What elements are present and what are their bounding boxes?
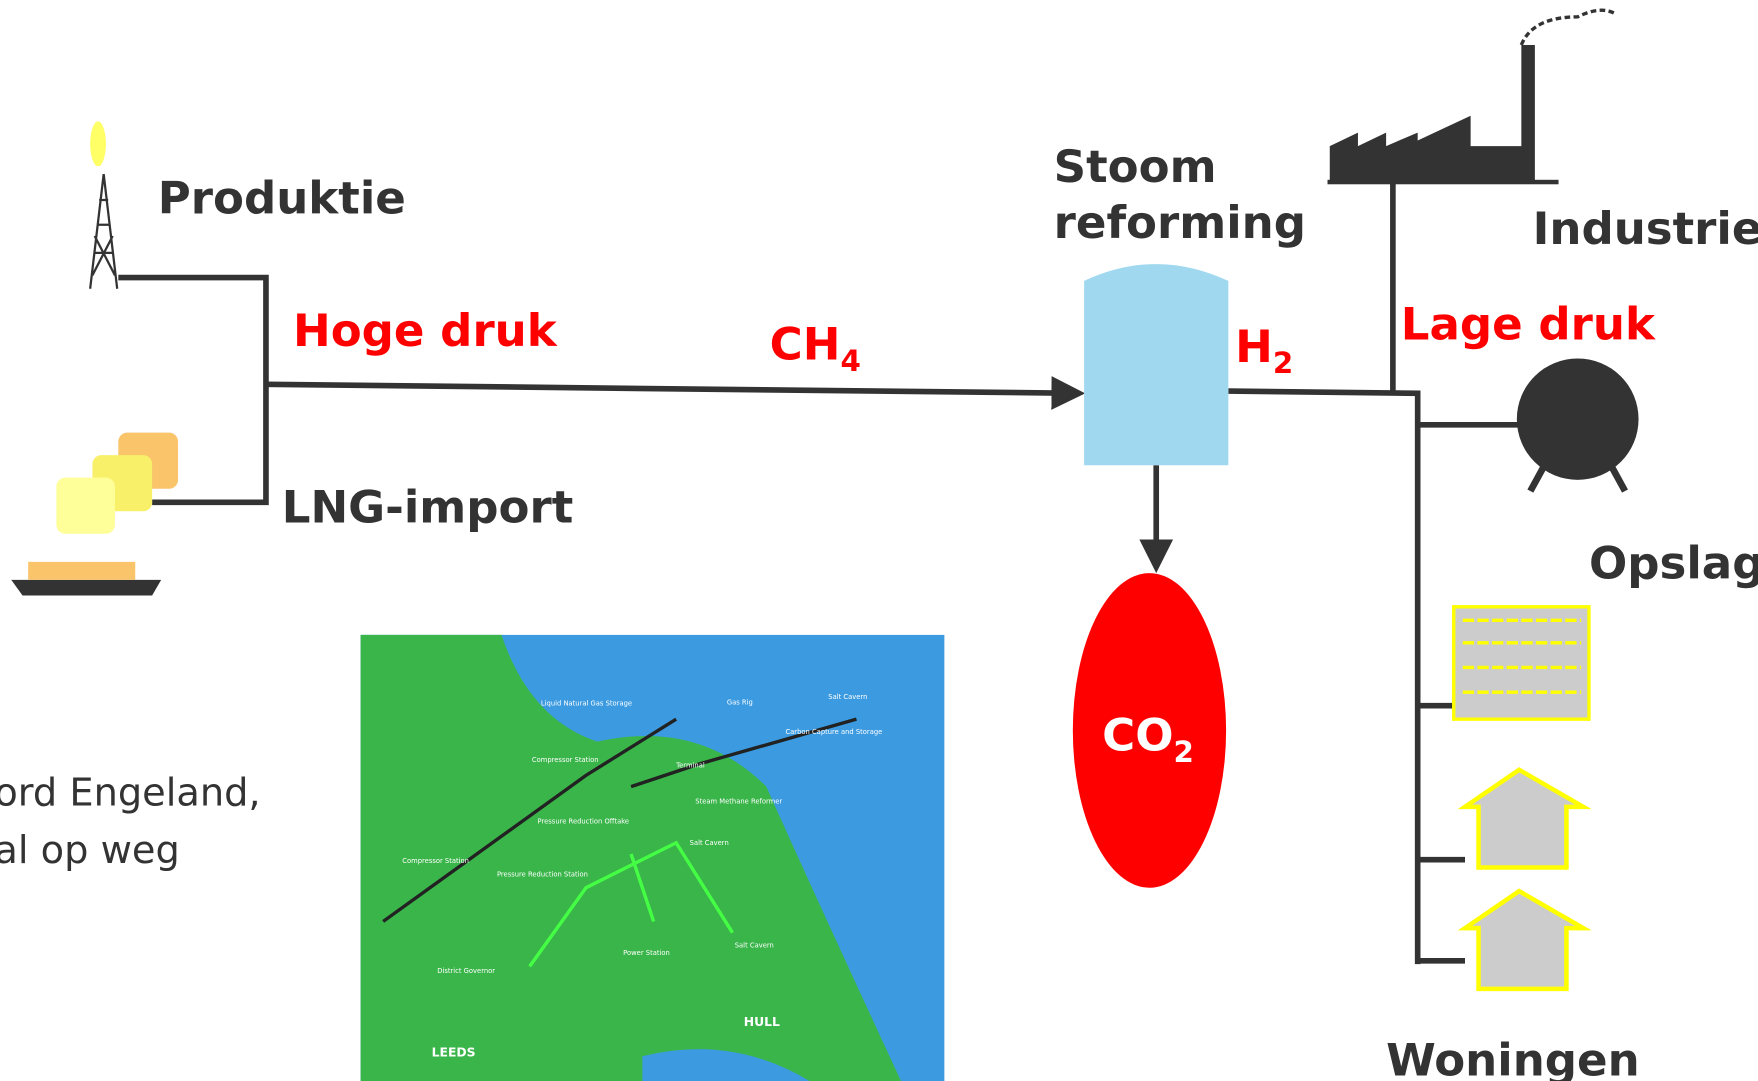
storage-label: Opslag — [1589, 537, 1758, 590]
map-label: Terminal — [675, 761, 705, 769]
house-icons — [1457, 767, 1592, 992]
methane-label: CH4 — [770, 318, 861, 378]
production-label: Produktie — [158, 172, 406, 225]
reforming-label: reforming — [1054, 196, 1306, 249]
homes-label: Woningen — [1386, 1033, 1640, 1081]
map-label: Compressor Station — [532, 756, 599, 764]
industry-label: Industrie — [1533, 202, 1758, 255]
map-city: HULL — [744, 1015, 780, 1029]
side-text: al op weg — [0, 828, 180, 873]
map-city: LEEDS — [432, 1045, 476, 1059]
map-label: Power Station — [623, 949, 670, 957]
gas-rig-icon — [89, 121, 119, 289]
storage-tank — [1516, 358, 1639, 493]
reformer — [1084, 264, 1229, 466]
map-label: Gas Rig — [727, 699, 753, 707]
map-label: Steam Methane Reformer — [695, 797, 782, 805]
factory-icon — [1327, 8, 1616, 185]
high-pressure-label: Hoge druk — [293, 304, 558, 357]
co2-vessel — [1072, 573, 1227, 888]
co2-label: CO2 — [1102, 709, 1194, 769]
lng-tanks-icon — [11, 432, 179, 596]
map-label: Liquid Natural Gas Storage — [541, 700, 632, 708]
lng-import-label: LNG-import — [282, 481, 574, 534]
map-image: Liquid Natural Gas Storage Gas Rig Salt … — [360, 634, 945, 1081]
map-label: Pressure Reduction Offtake — [538, 818, 630, 826]
pipes — [118, 183, 1522, 965]
hydrogen-label: H2 — [1235, 320, 1293, 380]
map-label: Compressor Station — [402, 857, 469, 865]
map-label: Salt Cavern — [828, 693, 867, 701]
map-label: Salt Cavern — [735, 941, 774, 949]
map-label: Carbon Capture and Storage — [785, 728, 882, 736]
map-label: District Governor — [437, 967, 495, 975]
reforming-label: Stoom — [1054, 140, 1217, 193]
map-label: Pressure Reduction Station — [497, 870, 588, 878]
apartment-icon — [1452, 605, 1591, 721]
map-label: Salt Cavern — [690, 839, 729, 847]
low-pressure-label: Lage druk — [1401, 297, 1656, 350]
side-text: ord Engeland, — [0, 771, 261, 816]
